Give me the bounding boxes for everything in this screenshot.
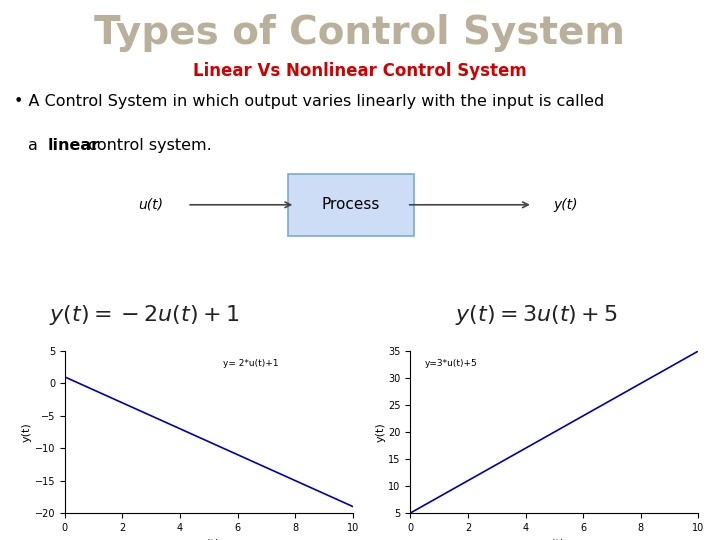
FancyBboxPatch shape [288,174,414,235]
Text: $y(t) = -2u(t)+1$: $y(t) = -2u(t)+1$ [49,303,239,327]
Text: a: a [28,138,43,153]
Text: u(t): u(t) [139,198,163,212]
Text: y=3*u(t)+5: y=3*u(t)+5 [425,359,477,368]
Y-axis label: y(t): y(t) [22,422,32,442]
Y-axis label: y(t): y(t) [375,422,385,442]
Text: Types of Control System: Types of Control System [94,14,626,51]
Text: Linear Vs Nonlinear Control System: Linear Vs Nonlinear Control System [193,62,527,80]
Text: y= 2*u(t)+1: y= 2*u(t)+1 [223,359,279,368]
Text: y(t): y(t) [553,198,577,212]
Text: Process: Process [322,197,380,212]
Text: • A Control System in which output varies linearly with the input is called: • A Control System in which output varie… [14,94,605,109]
Text: linear: linear [48,138,100,153]
X-axis label: u(t): u(t) [544,538,564,540]
Text: control system.: control system. [84,138,212,153]
Text: $y(t) = 3u(t)+5$: $y(t) = 3u(t)+5$ [455,303,618,327]
X-axis label: u(t): u(t) [199,538,219,540]
